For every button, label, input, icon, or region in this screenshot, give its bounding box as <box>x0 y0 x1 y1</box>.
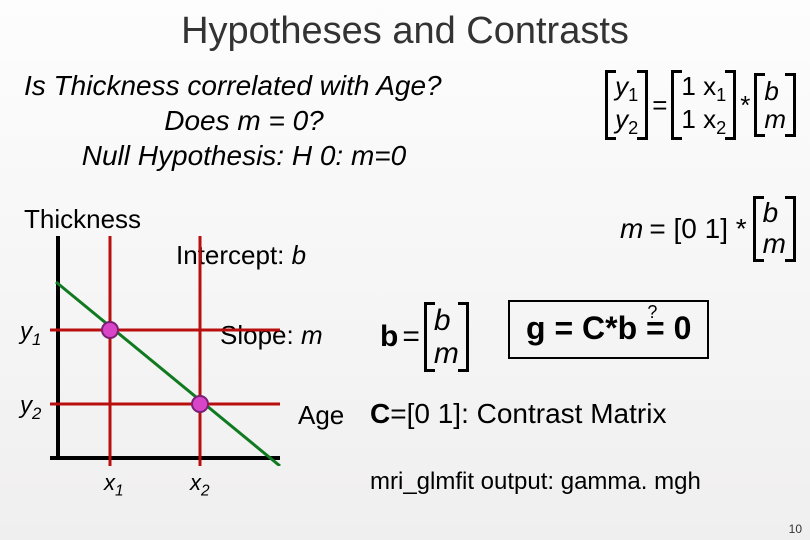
param-vector-m: b m <box>753 196 796 262</box>
gbox-text: g = C*b = 0 <box>526 310 691 346</box>
design-matrix-equation: y1 y2 = 1 x1 1 x2 * b m <box>605 70 796 140</box>
m-variable: m <box>620 213 643 245</box>
beta-vector-equation: b = b m <box>380 302 469 372</box>
question-2: Does m = 0? <box>24 103 464 138</box>
age-axis-label: Age <box>298 400 344 431</box>
y1-tick-label: y1 <box>20 318 41 350</box>
scatter-chart <box>50 236 290 466</box>
contrast-matrix-line: C=[0 1]: Contrast Matrix <box>370 398 666 430</box>
x2-tick-label: x2 <box>190 470 210 500</box>
design-matrix: 1 x1 1 x2 <box>671 70 736 140</box>
page-number: 10 <box>789 522 802 536</box>
y-vector: y1 y2 <box>605 70 648 140</box>
m-eq-text: = [0 1] * <box>649 213 746 245</box>
param-vector-top: b m <box>754 73 796 137</box>
equals-sign: = <box>652 90 667 121</box>
thickness-axis-label: Thickness <box>24 204 141 235</box>
hypothesis-questions: Is Thickness correlated with Age? Does m… <box>24 68 464 173</box>
page-title: Hypotheses and Contrasts <box>0 0 810 53</box>
question-mark: ? <box>647 302 657 323</box>
question-1: Is Thickness correlated with Age? <box>24 68 464 103</box>
question-3: Null Hypothesis: H 0: m=0 <box>24 138 464 173</box>
x1-tick-label: x1 <box>104 470 124 500</box>
param-vector-b: b m <box>424 302 469 372</box>
contrast-equation-m: m = [0 1] * b m <box>620 196 796 262</box>
star-sign: * <box>740 90 750 121</box>
b-variable: b <box>380 320 398 354</box>
hypothesis-test-box: ? g = C*b = 0 <box>508 300 709 359</box>
mri-output-line: mri_glmfit output: gamma. mgh <box>370 468 701 496</box>
y2-tick-label: y2 <box>20 392 41 424</box>
